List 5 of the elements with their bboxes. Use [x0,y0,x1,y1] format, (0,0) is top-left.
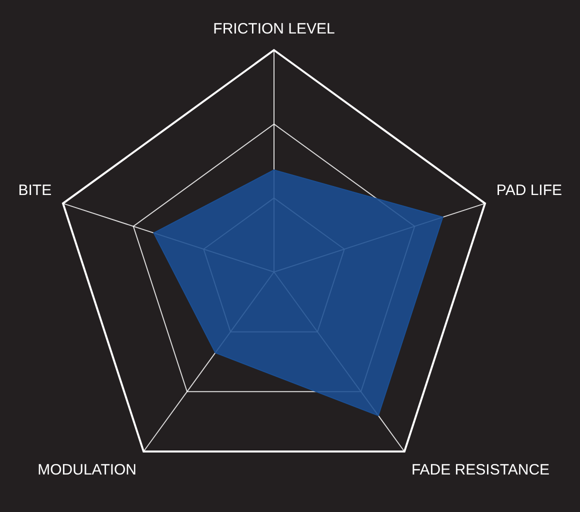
spoke-label: BITE [18,182,52,199]
spoke-label: PAD LIFE [496,182,562,199]
spoke-label: FADE RESISTANCE [411,461,550,478]
spoke-label: MODULATION [38,461,137,478]
spoke-label: FRICTION LEVEL [213,20,335,38]
